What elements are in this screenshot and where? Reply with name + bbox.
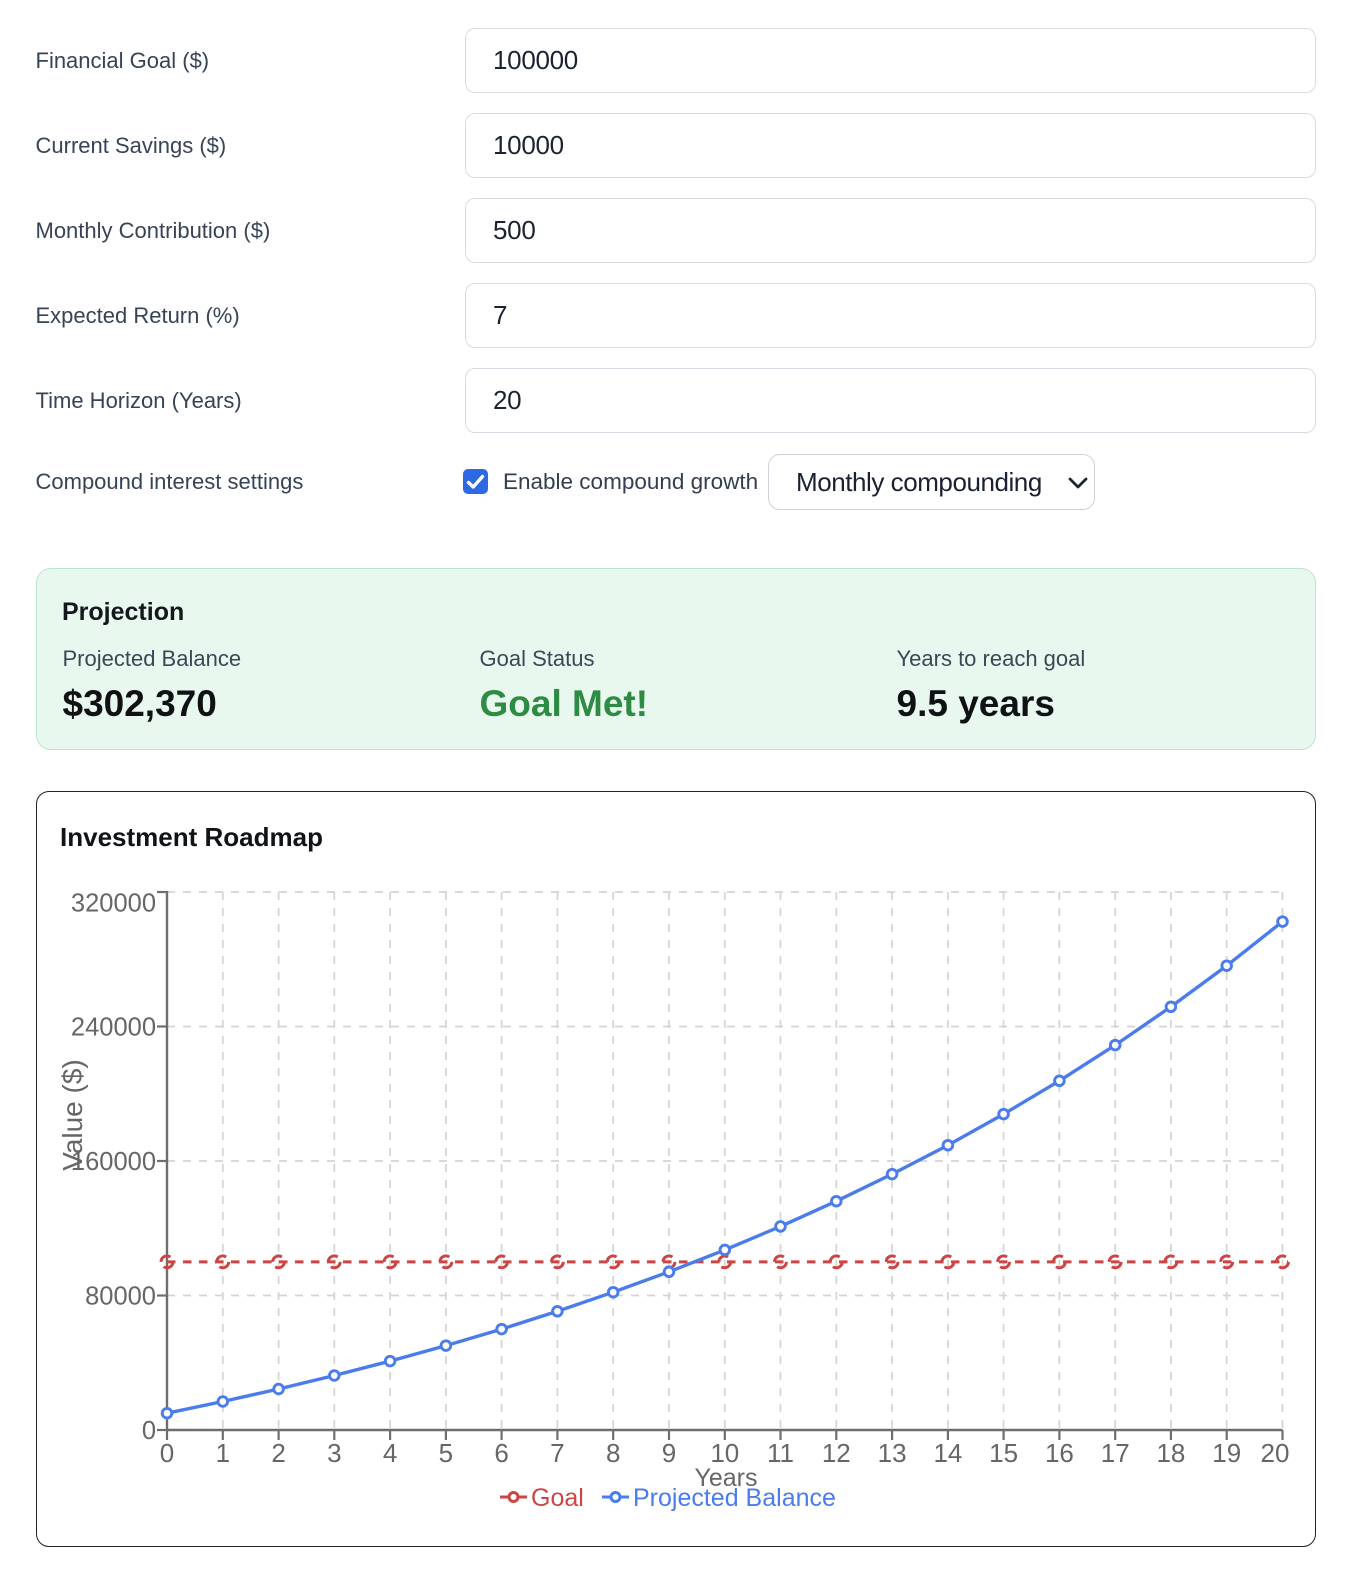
svg-text:8: 8 [606,1438,620,1468]
svg-text:17: 17 [1101,1438,1130,1468]
svg-text:160000: 160000 [71,1148,156,1176]
svg-text:11: 11 [767,1438,794,1468]
svg-text:0: 0 [142,1417,156,1445]
svg-text:320000: 320000 [71,890,156,918]
svg-text:13: 13 [878,1438,907,1468]
svg-text:Years: Years [694,1464,757,1492]
svg-text:20: 20 [1261,1438,1290,1468]
svg-text:3: 3 [327,1438,341,1468]
svg-text:5: 5 [439,1438,453,1468]
svg-text:19: 19 [1212,1438,1241,1468]
svg-text:Projected Balance: Projected Balance [633,1484,836,1512]
svg-text:6: 6 [494,1438,508,1468]
svg-text:12: 12 [822,1438,851,1468]
svg-text:7: 7 [550,1438,564,1468]
svg-text:14: 14 [933,1438,962,1468]
svg-text:15: 15 [989,1438,1018,1468]
svg-text:Value ($): Value ($) [57,1059,88,1171]
svg-text:Goal: Goal [531,1484,584,1512]
svg-text:1: 1 [216,1438,230,1468]
svg-text:0: 0 [160,1438,174,1468]
svg-text:4: 4 [383,1438,397,1468]
svg-text:10: 10 [710,1438,739,1468]
svg-text:80000: 80000 [85,1283,156,1311]
svg-text:16: 16 [1045,1438,1074,1468]
svg-text:9: 9 [662,1438,676,1468]
svg-text:240000: 240000 [71,1014,156,1042]
svg-text:2: 2 [271,1438,285,1468]
svg-text:18: 18 [1156,1438,1185,1468]
